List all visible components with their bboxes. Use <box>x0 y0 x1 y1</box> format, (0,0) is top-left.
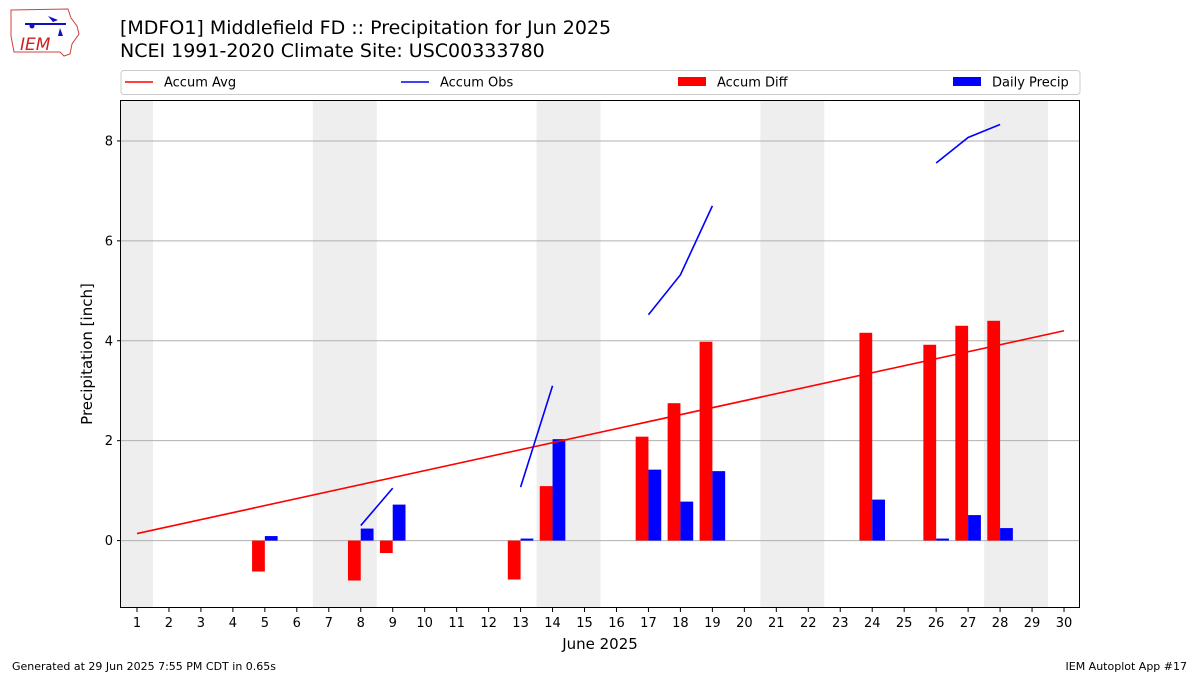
y-tick-label: 2 <box>105 434 113 449</box>
x-tick-label: 26 <box>928 616 945 631</box>
daily-precip-bar <box>648 469 662 541</box>
x-tick-label: 8 <box>357 616 365 631</box>
x-tick-label: 7 <box>325 616 333 631</box>
legend-swatch-daily-precip <box>953 77 981 86</box>
accum-avg-line <box>136 329 1065 535</box>
x-tick-label: 13 <box>512 616 529 631</box>
daily-precip-bar <box>552 439 566 541</box>
legend-label-accum-avg: Accum Avg <box>164 76 236 91</box>
accum-obs-line <box>647 205 714 316</box>
x-tick-label: 2 <box>165 616 173 631</box>
legend-label-accum-obs: Accum Obs <box>440 76 513 91</box>
legend-swatch-accum-diff <box>678 77 706 86</box>
daily-precip-bar <box>264 536 278 541</box>
y-tick-label: 4 <box>105 334 113 349</box>
daily-precip-bar <box>680 501 694 541</box>
y-axis-label: Precipitation [inch] <box>78 283 96 425</box>
x-tick-label: 16 <box>608 616 625 631</box>
x-tick-label: 20 <box>736 616 753 631</box>
daily-precip-bar <box>712 471 726 541</box>
accum-diff-bar <box>859 332 873 541</box>
x-tick-label: 28 <box>992 616 1009 631</box>
accum-diff-bar <box>923 344 937 541</box>
x-tick-label: 23 <box>832 616 849 631</box>
x-tick-label: 25 <box>896 616 913 631</box>
x-tick-label: 4 <box>229 616 237 631</box>
footer-app-text: IEM Autoplot App #17 <box>1065 660 1188 673</box>
accum-diff-bar <box>667 403 681 541</box>
plot-frame <box>120 100 1080 608</box>
legend-box <box>120 70 1081 95</box>
accum-diff-bar <box>347 540 361 581</box>
daily-precip-bar <box>936 538 949 541</box>
daily-precip-bar <box>360 528 374 541</box>
weekend-shade <box>121 101 153 608</box>
x-tick-label: 17 <box>640 616 657 631</box>
x-tick-label: 5 <box>261 616 269 631</box>
accum-diff-bar <box>379 540 393 554</box>
logo-text: IEM <box>20 35 51 55</box>
accum-diff-bar <box>507 540 521 580</box>
x-tick-label: 15 <box>576 616 593 631</box>
daily-precip-bar <box>520 538 534 541</box>
x-axis-label: June 2025 <box>561 635 638 653</box>
chart-subtitle: NCEI 1991-2020 Climate Site: USC00333780 <box>120 40 545 62</box>
legend-label-accum-diff: Accum Diff <box>717 76 789 91</box>
x-tick-label: 19 <box>704 616 721 631</box>
weekend-shade <box>312 101 377 608</box>
x-tick-label: 14 <box>544 616 561 631</box>
x-tick-label: 3 <box>197 616 205 631</box>
x-tick-label: 1 <box>133 616 141 631</box>
accum-obs-line <box>519 385 554 488</box>
chart-title: [MDFO1] Middlefield FD :: Precipitation … <box>120 17 612 39</box>
y-tick-label: 8 <box>105 134 113 149</box>
iem-logo: IEM <box>10 8 80 57</box>
daily-precip-bar <box>968 515 981 541</box>
accum-diff-bar <box>699 341 713 541</box>
x-tick-label: 24 <box>864 616 881 631</box>
daily-precip-bar <box>392 504 406 541</box>
legend-label-daily-precip: Daily Precip <box>992 76 1069 91</box>
x-tick-label: 30 <box>1056 616 1073 631</box>
x-tick-label: 10 <box>416 616 433 631</box>
accum-obs-line <box>935 123 1001 164</box>
daily-precip-bar <box>1000 528 1013 541</box>
footer-generated-text: Generated at 29 Jun 2025 7:55 PM CDT in … <box>12 660 277 673</box>
x-tick-label: 11 <box>448 616 465 631</box>
accum-diff-bar <box>539 486 553 541</box>
x-tick-label: 9 <box>389 616 397 631</box>
x-tick-label: 27 <box>960 616 977 631</box>
y-tick-label: 6 <box>105 234 113 249</box>
accum-obs-line <box>360 487 394 527</box>
accum-diff-bar <box>987 320 1001 541</box>
accum-diff-bar <box>635 436 649 541</box>
accum-diff-bar <box>252 540 265 572</box>
y-tick-label: 0 <box>105 534 113 549</box>
x-tick-label: 18 <box>672 616 689 631</box>
x-tick-label: 12 <box>480 616 497 631</box>
accum-diff-bar <box>955 325 969 541</box>
x-tick-label: 29 <box>1024 616 1041 631</box>
x-tick-label: 21 <box>768 616 785 631</box>
daily-precip-bar <box>872 499 886 541</box>
weekend-shade <box>760 101 825 608</box>
x-tick-label: 6 <box>293 616 301 631</box>
x-tick-label: 22 <box>800 616 817 631</box>
